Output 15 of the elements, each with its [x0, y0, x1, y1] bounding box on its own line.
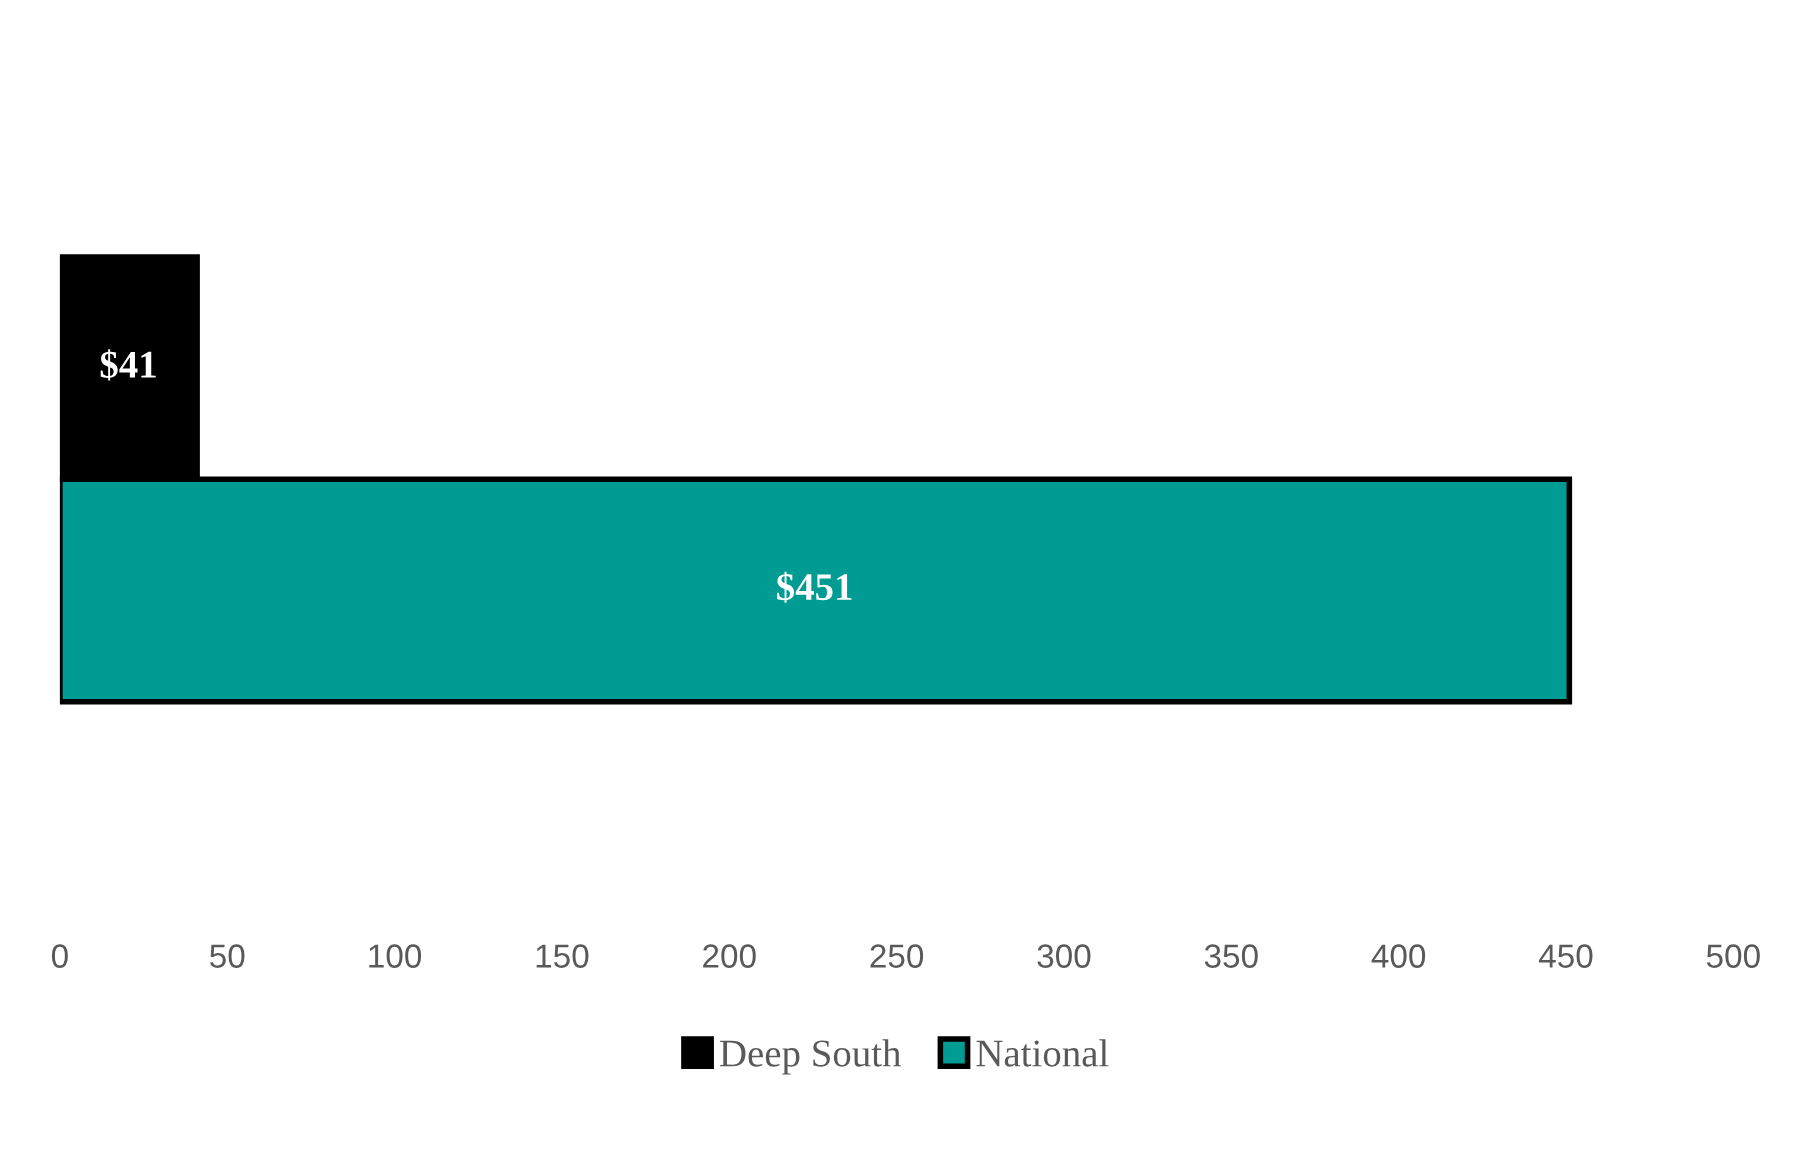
x-tick-label: 300	[1037, 944, 1091, 968]
x-tick-label: 450	[1538, 944, 1593, 968]
x-tick-label: 200	[703, 944, 756, 968]
data-label: $451	[777, 571, 852, 603]
legend-label: National	[976, 1039, 1109, 1067]
legend-label: Deep South	[720, 1039, 901, 1075]
x-tick-label: 500	[1706, 944, 1760, 968]
x-tick-label: 100	[369, 944, 422, 968]
data-label: $41	[100, 349, 156, 381]
x-tick-label: 250	[870, 944, 924, 968]
x-tick-label: 50	[210, 944, 245, 968]
x-tick-label: 400	[1371, 944, 1426, 968]
x-tick-label: 0	[51, 944, 68, 968]
x-tick-label: 150	[536, 944, 589, 968]
x-tick-label: 350	[1204, 944, 1258, 968]
